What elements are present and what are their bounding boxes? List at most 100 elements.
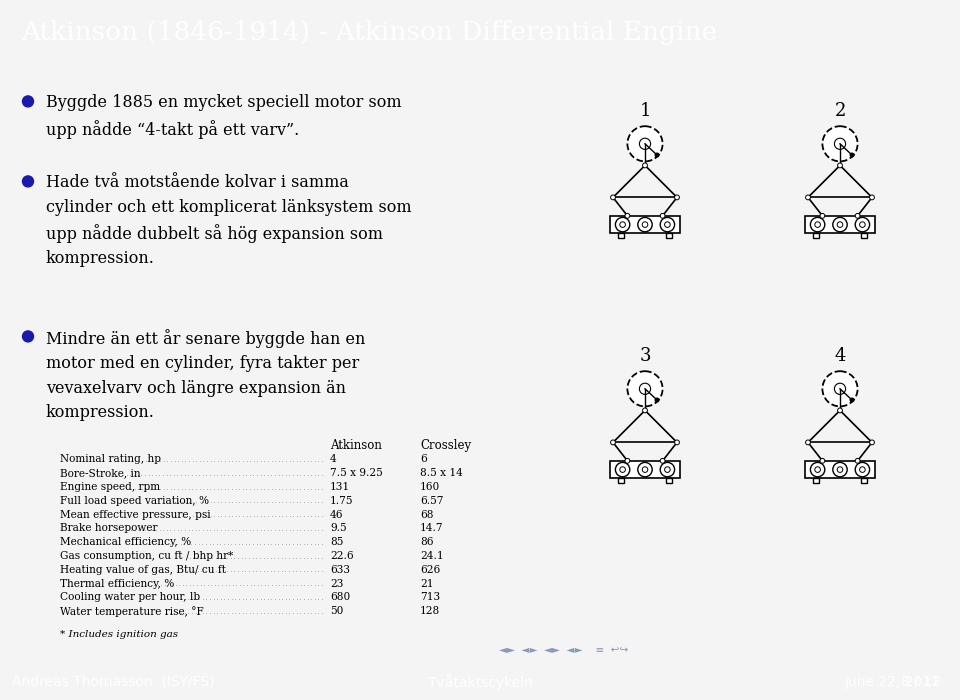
Circle shape <box>660 218 675 232</box>
Circle shape <box>611 440 615 444</box>
Circle shape <box>628 126 662 162</box>
Circle shape <box>823 371 857 407</box>
Text: 8 / 12: 8 / 12 <box>900 675 941 689</box>
Circle shape <box>637 463 652 477</box>
Circle shape <box>820 458 825 463</box>
Text: Mindre än ett år senare byggde han en
motor med en cylinder, fyra takter per
vev: Mindre än ett år senare byggde han en mo… <box>46 330 366 421</box>
Bar <box>813 478 819 483</box>
Text: 24.1: 24.1 <box>420 551 444 561</box>
Circle shape <box>855 463 870 477</box>
Circle shape <box>815 467 821 473</box>
Circle shape <box>805 440 810 444</box>
Text: 22.6: 22.6 <box>330 551 353 561</box>
Circle shape <box>642 467 648 473</box>
Circle shape <box>660 214 665 218</box>
Text: 633: 633 <box>330 565 350 575</box>
Text: Mean effective pressure, psi: Mean effective pressure, psi <box>60 510 210 519</box>
Circle shape <box>615 463 630 477</box>
Circle shape <box>642 408 647 413</box>
Circle shape <box>625 214 630 218</box>
Text: 680: 680 <box>330 592 350 603</box>
Circle shape <box>22 96 34 107</box>
Text: Byggde 1885 en mycket speciell motor som
upp nådde “4-takt på ett varv”.: Byggde 1885 en mycket speciell motor som… <box>46 94 401 139</box>
Circle shape <box>810 218 825 232</box>
Text: 131: 131 <box>330 482 350 492</box>
Bar <box>618 233 624 238</box>
Text: Cooling water per hour, lb: Cooling water per hour, lb <box>60 592 200 603</box>
Text: Atkinson (1846-1914) - Atkinson Differential Engine: Atkinson (1846-1914) - Atkinson Differen… <box>21 20 717 45</box>
Text: 21: 21 <box>420 579 434 589</box>
Circle shape <box>675 195 680 199</box>
Text: 128: 128 <box>420 606 441 616</box>
Text: 713: 713 <box>420 592 440 603</box>
Text: 6.57: 6.57 <box>420 496 444 506</box>
Text: 9.5: 9.5 <box>330 524 347 533</box>
Bar <box>610 216 681 233</box>
Circle shape <box>805 195 810 199</box>
Bar <box>861 478 867 483</box>
Circle shape <box>834 138 846 149</box>
Bar <box>610 461 681 478</box>
Circle shape <box>855 218 870 232</box>
Circle shape <box>675 440 680 444</box>
Text: 8.5 x 14: 8.5 x 14 <box>420 468 463 478</box>
Text: Brake horsepower: Brake horsepower <box>60 524 157 533</box>
Bar <box>804 461 876 478</box>
Text: 23: 23 <box>330 579 344 589</box>
Circle shape <box>850 398 854 402</box>
Text: 2: 2 <box>834 102 846 120</box>
Circle shape <box>628 371 662 407</box>
Circle shape <box>642 163 647 168</box>
Circle shape <box>815 222 821 228</box>
Bar <box>618 478 624 483</box>
Circle shape <box>859 467 865 473</box>
Circle shape <box>837 408 843 413</box>
Text: 1.75: 1.75 <box>330 496 353 506</box>
Circle shape <box>837 222 843 228</box>
Circle shape <box>664 222 670 228</box>
Circle shape <box>660 458 665 463</box>
Circle shape <box>655 398 659 402</box>
Circle shape <box>832 463 848 477</box>
Text: Tvåtaktscykeln: Tvåtaktscykeln <box>427 674 533 690</box>
Text: 3: 3 <box>639 346 651 365</box>
Text: 4: 4 <box>834 346 846 365</box>
Text: Full load speed variation, %: Full load speed variation, % <box>60 496 209 506</box>
Bar <box>666 478 672 483</box>
Text: 50: 50 <box>330 606 344 616</box>
Circle shape <box>660 463 675 477</box>
Circle shape <box>850 153 854 157</box>
Circle shape <box>642 222 648 228</box>
Text: Atkinson: Atkinson <box>330 439 382 452</box>
Circle shape <box>855 214 860 218</box>
Circle shape <box>832 218 848 232</box>
Text: Gas consumption, cu ft / bhp hr*: Gas consumption, cu ft / bhp hr* <box>60 551 233 561</box>
Circle shape <box>664 467 670 473</box>
Circle shape <box>639 383 651 394</box>
Circle shape <box>637 218 652 232</box>
Text: Water temperature rise, °F: Water temperature rise, °F <box>60 606 204 617</box>
Circle shape <box>859 222 865 228</box>
Circle shape <box>834 383 846 394</box>
Circle shape <box>837 467 843 473</box>
Text: Bore-Stroke, in: Bore-Stroke, in <box>60 468 140 478</box>
Text: 626: 626 <box>420 565 441 575</box>
Text: Thermal efficiency, %: Thermal efficiency, % <box>60 579 175 589</box>
Circle shape <box>625 458 630 463</box>
Circle shape <box>870 440 875 444</box>
Text: Andreas Thomasson  (ISY/FS): Andreas Thomasson (ISY/FS) <box>12 675 214 689</box>
Text: 160: 160 <box>420 482 441 492</box>
Text: 4: 4 <box>330 454 337 464</box>
Text: Engine speed, rpm: Engine speed, rpm <box>60 482 160 492</box>
Text: 85: 85 <box>330 537 344 547</box>
Bar <box>813 233 819 238</box>
Text: Nominal rating, hp: Nominal rating, hp <box>60 454 161 464</box>
Circle shape <box>22 331 34 342</box>
Text: 1: 1 <box>639 102 651 120</box>
Circle shape <box>22 176 34 187</box>
Text: 86: 86 <box>420 537 434 547</box>
Text: 14.7: 14.7 <box>420 524 444 533</box>
Bar <box>666 233 672 238</box>
Text: 6: 6 <box>420 454 427 464</box>
Circle shape <box>870 195 875 199</box>
